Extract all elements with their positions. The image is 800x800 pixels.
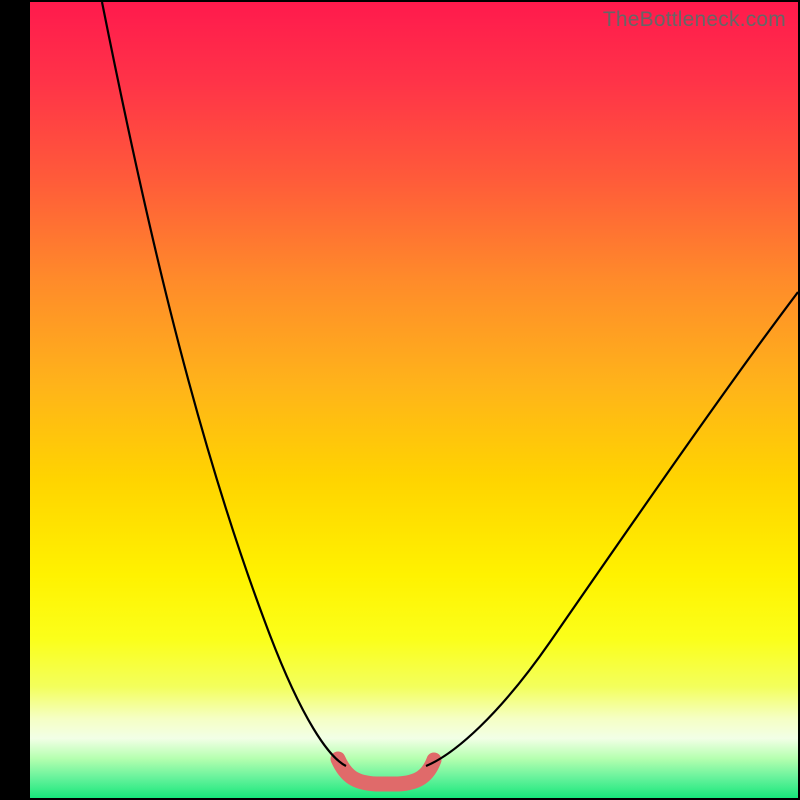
plot-area bbox=[30, 2, 798, 798]
watermark-text: TheBottleneck.com bbox=[603, 8, 786, 32]
border-left bbox=[0, 0, 30, 800]
gradient-fill bbox=[30, 2, 798, 798]
chart-stage: TheBottleneck.com bbox=[0, 0, 800, 800]
plot-svg bbox=[30, 2, 798, 798]
border-top bbox=[0, 0, 800, 2]
